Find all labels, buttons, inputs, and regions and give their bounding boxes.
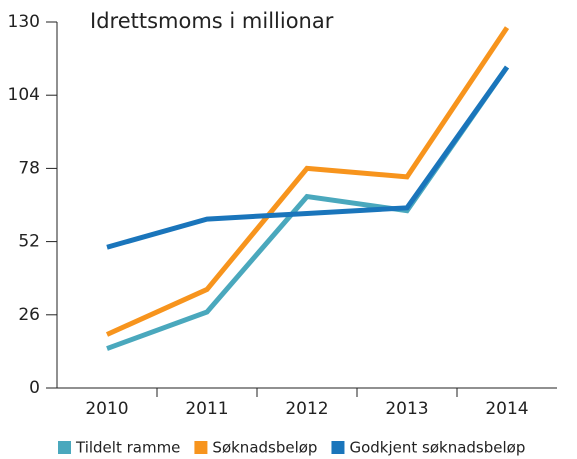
y-tick-label: 52: [18, 232, 40, 252]
y-tick-label: 0: [29, 378, 40, 398]
line-series: [105, 26, 510, 337]
legend-label: Søknadsbeløp: [212, 439, 317, 457]
x-tick-label: 2011: [185, 399, 228, 419]
legend-swatch: [194, 441, 208, 454]
legend: Tildelt ramme Søknadsbeløp Godkjent søknad…: [58, 439, 525, 457]
x-tick-label: 2012: [285, 399, 328, 419]
legend-swatch: [331, 441, 345, 454]
y-tick-label: 26: [18, 305, 40, 325]
legend-swatch: [58, 441, 71, 454]
y-tick-label: 78: [18, 158, 40, 178]
y-tick-label: 130: [8, 12, 40, 32]
x-tick-label: 2013: [385, 399, 428, 419]
legend-label: Tildelt ramme: [75, 439, 180, 457]
chart-title: Idrettsmoms i millionar: [90, 9, 334, 33]
y-tick-label: 104: [8, 85, 40, 105]
x-tick-label: 2014: [485, 399, 528, 419]
x-tick-label: 2010: [85, 399, 128, 419]
line-series: [106, 65, 510, 250]
legend-label: Godkjent søknadsbeløp: [349, 439, 525, 457]
